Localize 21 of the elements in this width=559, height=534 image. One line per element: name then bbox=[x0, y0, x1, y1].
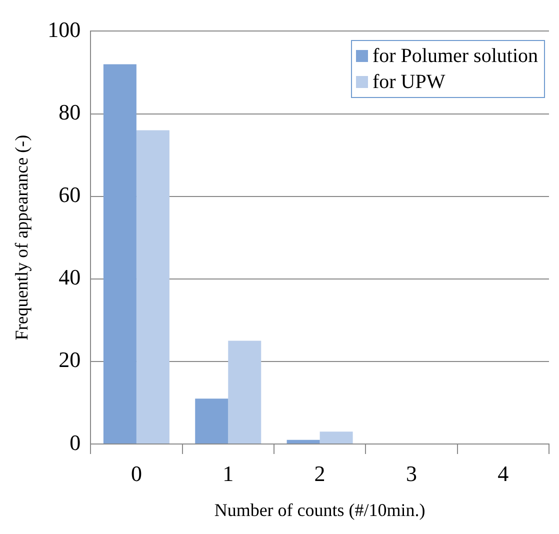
x-tick-label: 0 bbox=[130, 460, 142, 486]
x-tick-label: 3 bbox=[406, 460, 417, 486]
y-tick-label: 60 bbox=[58, 182, 81, 208]
x-tick-label: 4 bbox=[498, 460, 509, 486]
x-tick-label: 1 bbox=[222, 460, 234, 486]
y-tick-label: 0 bbox=[70, 430, 81, 455]
legend-label: for Polumer solution bbox=[372, 44, 538, 69]
y-tick-label: 80 bbox=[58, 100, 81, 125]
x-tick-label: 2 bbox=[314, 460, 326, 486]
bar bbox=[195, 398, 228, 444]
x-axis-title: Number of counts (#/10min.) bbox=[214, 500, 426, 520]
bar bbox=[103, 64, 136, 444]
legend-label: for UPW bbox=[372, 70, 446, 95]
y-tick-label: 40 bbox=[58, 264, 81, 290]
bar bbox=[320, 432, 353, 444]
bar bbox=[228, 340, 262, 444]
y-tick-label: 20 bbox=[58, 347, 81, 372]
y-axis-title: Frequently of appearance (-) bbox=[12, 134, 32, 340]
bar bbox=[136, 130, 170, 444]
bar bbox=[286, 440, 320, 444]
y-tick-label: 100 bbox=[48, 16, 81, 42]
